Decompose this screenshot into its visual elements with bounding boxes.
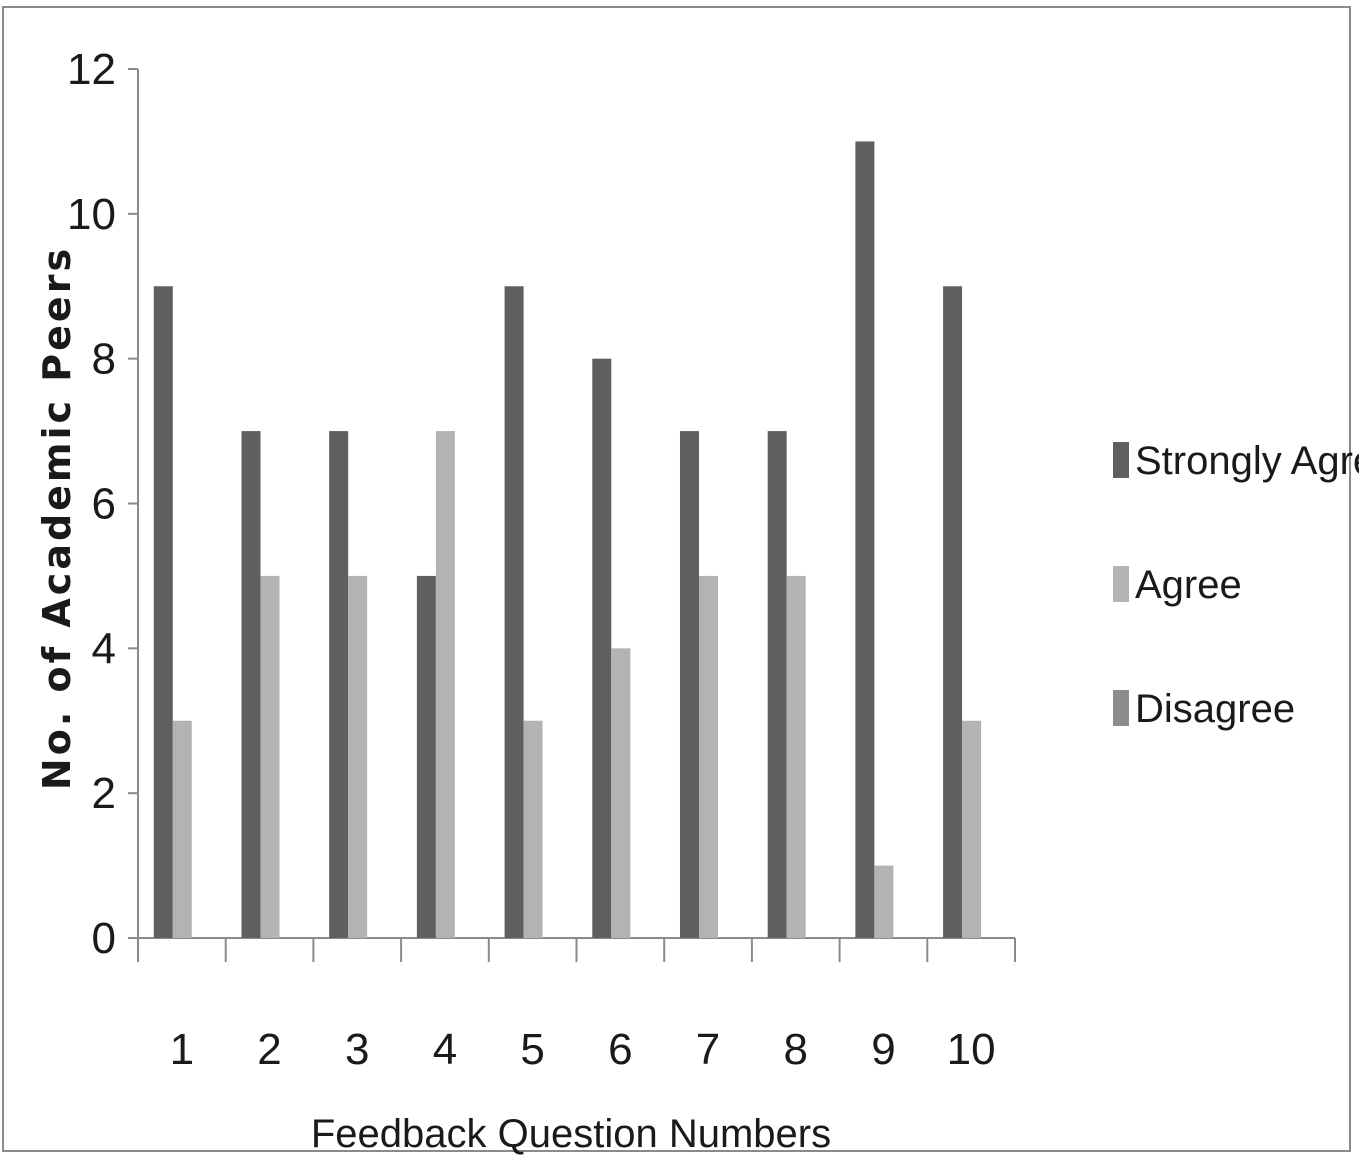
x-tick-label: 3 — [345, 1025, 369, 1074]
bar-strongly-agree-q8 — [767, 431, 787, 938]
x-axis: 1 2 3 4 5 6 7 8 9 10 — [137, 937, 1016, 1074]
legend-swatch — [1113, 566, 1129, 602]
x-tick-label: 7 — [696, 1025, 720, 1074]
x-tick-label: 8 — [784, 1025, 808, 1074]
x-tick-label: 2 — [257, 1025, 281, 1074]
bar-agree-q2 — [260, 575, 280, 938]
legend: Strongly Agree Agree Disagree — [1113, 439, 1359, 731]
bar-strongly-agree-q5 — [504, 286, 524, 938]
y-tick-label: 0 — [92, 914, 116, 963]
bar-agree-q6 — [611, 648, 631, 938]
bar-agree-q7 — [698, 575, 718, 938]
bar-agree-q9 — [874, 865, 894, 938]
bar-agree-q8 — [786, 575, 806, 938]
x-tick-label: 9 — [871, 1025, 895, 1074]
y-tick-label: 6 — [92, 480, 116, 529]
bar-strongly-agree-q2 — [241, 431, 261, 938]
bar-strongly-agree-q3 — [329, 431, 349, 938]
y-axis-label: No. of Academic Peers — [35, 246, 79, 790]
bar-agree-q1 — [172, 720, 192, 938]
bar-strongly-agree-q1 — [153, 286, 173, 938]
legend-entry: Agree — [1135, 563, 1242, 607]
y-tick-label: 10 — [67, 190, 116, 239]
y-axis: 0 2 4 6 8 10 12 — [67, 45, 139, 963]
x-tick-label: 10 — [947, 1025, 996, 1074]
legend-swatch — [1113, 442, 1129, 478]
bar-agree-q4 — [435, 431, 455, 938]
bar-agree-q10 — [962, 720, 982, 938]
bar-agree-q3 — [348, 575, 368, 938]
bars — [153, 141, 982, 939]
legend-entry: Disagree — [1135, 687, 1295, 731]
x-tick-label: 6 — [608, 1025, 632, 1074]
bar-agree-q5 — [523, 720, 543, 938]
bar-strongly-agree-q4 — [416, 575, 436, 938]
x-tick-label: 1 — [170, 1025, 194, 1074]
bar-strongly-agree-q9 — [855, 141, 875, 938]
x-axis-label: Feedback Question Numbers — [311, 1112, 831, 1156]
x-tick-label: 5 — [520, 1025, 544, 1074]
legend-swatch — [1113, 690, 1129, 726]
bar-strongly-agree-q6 — [592, 358, 612, 939]
bar-strongly-agree-q10 — [943, 286, 963, 938]
legend-entry: Strongly Agree — [1135, 439, 1359, 483]
y-tick-label: 12 — [67, 45, 116, 94]
y-tick-label: 4 — [92, 624, 116, 673]
y-tick-label: 8 — [92, 335, 116, 384]
y-tick-label: 2 — [92, 769, 116, 818]
bar-strongly-agree-q7 — [679, 431, 699, 938]
x-tick-label: 4 — [433, 1025, 457, 1074]
